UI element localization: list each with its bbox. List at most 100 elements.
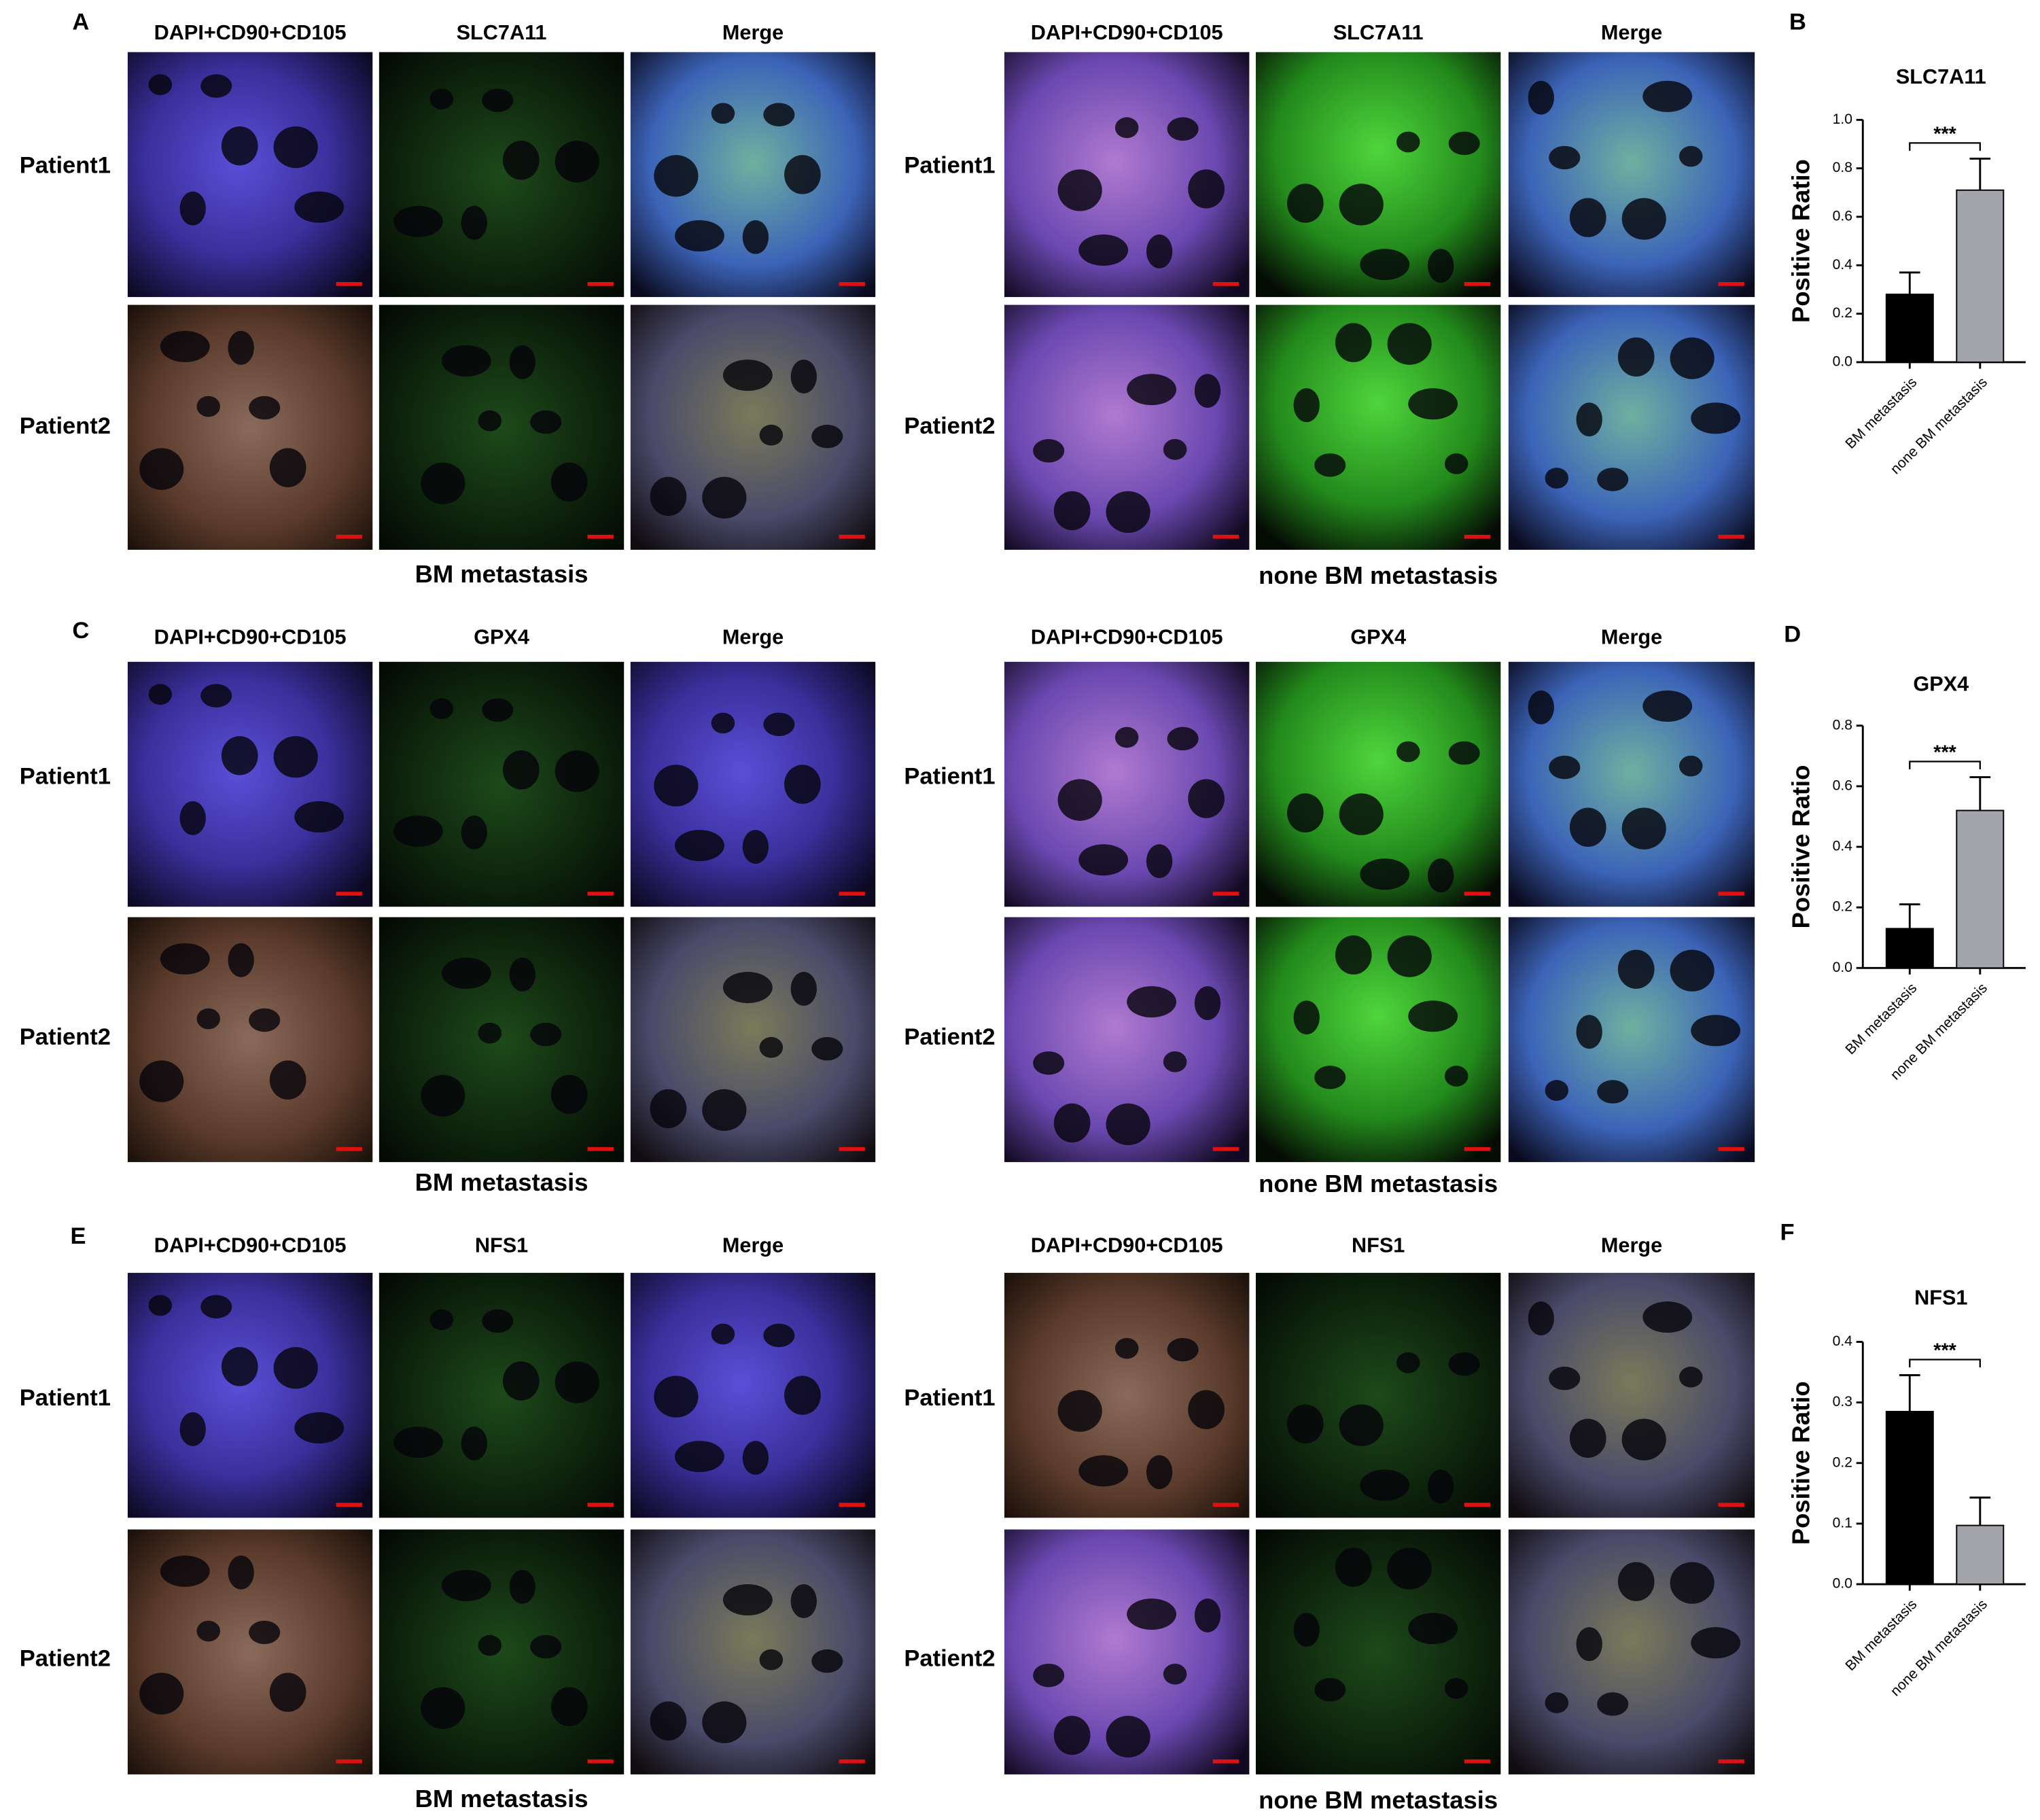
micrograph-hole [1314, 453, 1346, 477]
micrograph-hole [1576, 1015, 1602, 1049]
error-bar [1969, 1497, 1991, 1526]
column-header: SLC7A11 [457, 21, 547, 44]
group-caption: none BM metastasis [1259, 1170, 1498, 1197]
micrograph-hole [742, 220, 769, 254]
micrograph-hole [269, 1673, 306, 1712]
micrograph-hole [1642, 80, 1693, 112]
micrograph-hole [1188, 169, 1225, 209]
significance-bracket [1909, 1359, 1981, 1367]
x-tick-label: BM metastasis [1842, 374, 1920, 452]
micrograph-hole [811, 424, 843, 449]
micrograph-hole [1033, 1051, 1065, 1075]
panel-label: A [72, 10, 89, 35]
micrograph-hole [1691, 402, 1741, 434]
row-label: Patient2 [20, 1024, 111, 1050]
micrograph [379, 304, 625, 550]
micrograph-hole [1549, 1366, 1581, 1390]
micrograph-hole [196, 1620, 220, 1642]
micrograph-hole [530, 410, 562, 434]
y-tick-label: 0.6 [1833, 777, 1852, 793]
micrograph-hole [1339, 183, 1384, 226]
micrograph-hole [1670, 949, 1714, 992]
micrograph-hole [1053, 1103, 1091, 1143]
micrograph-hole [1339, 1404, 1384, 1446]
column-header: Merge [1601, 625, 1662, 648]
group-caption: BM metastasis [415, 1785, 588, 1813]
y-tick-label: 0.6 [1833, 209, 1852, 224]
micrograph-hole [509, 345, 535, 379]
micrograph-hole [742, 830, 769, 864]
error-bar [1899, 271, 1920, 295]
micrograph-hole [461, 1427, 487, 1460]
micrograph-hole [1569, 807, 1606, 847]
row-label: Patient1 [904, 152, 995, 178]
micrograph-hole [221, 736, 258, 775]
column-header: GPX4 [474, 625, 529, 648]
micrograph-hole [1691, 1015, 1741, 1047]
chart-title: SLC7A11 [1896, 65, 1986, 88]
micrograph-hole [1188, 1390, 1225, 1429]
group-caption: none BM metastasis [1259, 561, 1498, 589]
micrograph-hole [1194, 374, 1221, 408]
column-header: Merge [722, 625, 784, 648]
micrograph-hole [429, 1309, 454, 1331]
micrograph-hole [1545, 1692, 1569, 1713]
bar [1885, 928, 1934, 969]
micrograph-hole [160, 330, 210, 362]
micrograph-hole [1621, 807, 1666, 850]
micrograph-hole [742, 1441, 769, 1475]
micrograph-hole [1621, 1418, 1666, 1460]
y-tick-label: 0.3 [1833, 1394, 1852, 1410]
micrograph-hole [509, 1569, 535, 1604]
micrograph-hole [148, 74, 173, 95]
y-tick-label: 0.2 [1833, 899, 1852, 915]
micrograph-hole [441, 1569, 491, 1601]
micrograph-hole [1428, 858, 1454, 893]
micrograph-hole [1576, 402, 1602, 437]
micrograph-hole [1528, 80, 1554, 115]
micrograph-hole [249, 1008, 281, 1032]
column-header: DAPI+CD90+CD105 [154, 21, 347, 44]
column-header: Merge [722, 1234, 784, 1257]
micrograph-hole [502, 750, 540, 790]
micrograph-hole [502, 141, 540, 180]
micrograph-hole [441, 345, 491, 377]
micrograph-hole [221, 1347, 258, 1386]
micrograph-hole [1078, 844, 1129, 876]
micrograph-hole [1335, 323, 1372, 362]
micrograph-hole [1293, 388, 1320, 423]
chart-title: GPX4 [1913, 672, 1969, 695]
micrograph-hole [1167, 727, 1199, 751]
micrograph-hole [1597, 468, 1629, 491]
column-header: Merge [1601, 21, 1662, 44]
micrograph-hole [763, 712, 795, 737]
micrograph-hole [650, 1089, 687, 1129]
micrograph-hole [1057, 169, 1102, 211]
micrograph-hole [269, 448, 306, 487]
panel-label: F [1780, 1219, 1795, 1245]
column-header: DAPI+CD90+CD105 [1031, 21, 1223, 44]
micrograph-hole [1408, 388, 1458, 420]
micrograph-hole [179, 191, 206, 226]
micrograph-hole [273, 736, 318, 778]
y-tick-label: 0.8 [1833, 160, 1852, 175]
micrograph-hole [1146, 1455, 1173, 1490]
micrograph-hole [702, 476, 747, 519]
micrograph-hole [478, 410, 502, 432]
micrograph-hole [759, 1649, 784, 1670]
micrograph-hole [790, 972, 817, 1006]
micrograph-hole [1194, 986, 1221, 1020]
micrograph-hole [139, 448, 184, 490]
micrograph-hole [1642, 1301, 1693, 1333]
micrograph-hole [482, 698, 514, 722]
micrograph-hole [273, 126, 318, 169]
micrograph-hole [1286, 1404, 1324, 1443]
micrograph-hole [763, 1323, 795, 1348]
micrograph-hole [461, 205, 487, 240]
micrograph-hole [1545, 1080, 1569, 1101]
group-caption: none BM metastasis [1259, 1786, 1498, 1814]
micrograph-hole [1163, 1663, 1187, 1685]
micrograph-hole [1146, 844, 1173, 879]
micrograph-hole [1387, 323, 1432, 365]
y-tick-label: 0.1 [1833, 1515, 1852, 1530]
